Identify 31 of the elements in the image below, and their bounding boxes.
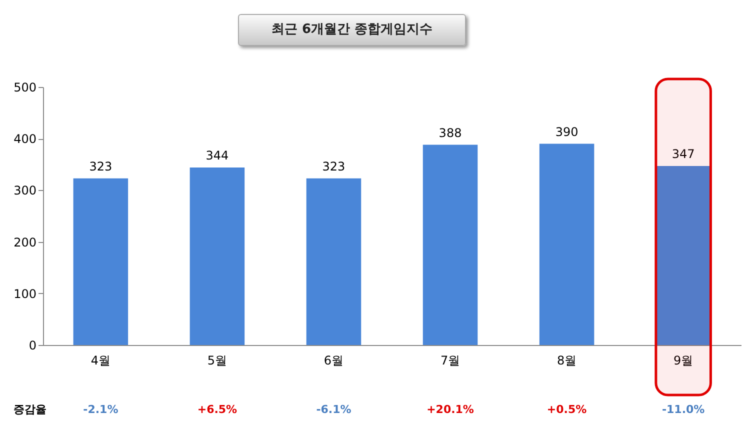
data-label: 344 bbox=[206, 148, 229, 162]
data-label: 323 bbox=[89, 159, 112, 174]
bar bbox=[73, 178, 128, 345]
bar bbox=[422, 144, 478, 345]
text: -2.1% bbox=[83, 403, 118, 416]
x-tick-label: 4월 bbox=[90, 354, 110, 368]
y-tick-label: 0 bbox=[28, 338, 36, 352]
y-tick-label: 400 bbox=[14, 132, 36, 146]
text: 증감율 bbox=[14, 403, 46, 416]
text: +20.1% bbox=[426, 403, 474, 416]
data-label: 347 bbox=[672, 146, 695, 161]
bar bbox=[190, 167, 245, 345]
x-tick-label: 8월 bbox=[556, 354, 577, 368]
bar bbox=[539, 144, 594, 345]
data-label: 323 bbox=[322, 159, 346, 174]
y-tick-label: 500 bbox=[14, 80, 36, 94]
x-tick-label: 6월 bbox=[324, 354, 344, 368]
bar bbox=[306, 178, 362, 345]
text: +0.5% bbox=[546, 403, 587, 416]
chart-title: 최근 6개월간 종합게임지수 bbox=[238, 14, 466, 46]
x-tick-label: 9월 bbox=[674, 354, 694, 368]
text: +6.5% bbox=[197, 403, 238, 416]
text: -11.0% bbox=[662, 403, 705, 416]
data-label: 390 bbox=[555, 124, 578, 139]
y-tick-label: 200 bbox=[14, 235, 36, 250]
y-tick-label: 300 bbox=[14, 184, 36, 198]
text: -6.1% bbox=[316, 403, 352, 416]
data-label: 388 bbox=[438, 126, 462, 140]
x-tick-label: 5월 bbox=[207, 354, 228, 368]
y-tick-label: 100 bbox=[14, 286, 36, 301]
x-tick-label: 7월 bbox=[440, 354, 460, 368]
